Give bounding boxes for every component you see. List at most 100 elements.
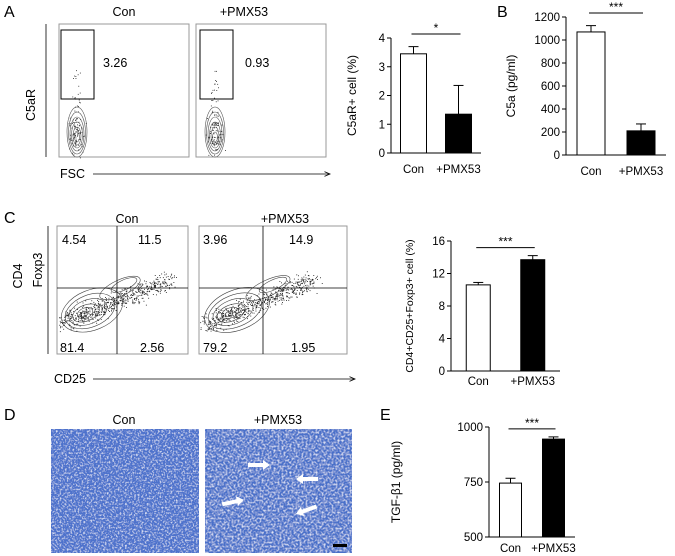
chart-b-y-tick-label: 1000 — [534, 35, 560, 47]
flow-c-dot — [274, 298, 276, 300]
flow-c-dot — [248, 308, 249, 310]
flow-c-dot — [121, 293, 123, 294]
flow-c-dot — [80, 316, 82, 318]
flow-c-dot — [296, 296, 298, 298]
flow-c-dot — [157, 277, 159, 278]
flow-c-dot — [163, 283, 165, 285]
flow-c-dot — [97, 319, 98, 321]
flow-a-dot — [211, 139, 212, 140]
flow-c-dot — [286, 289, 288, 291]
flow-a-dot — [217, 141, 219, 143]
flow-c-dot — [298, 287, 300, 288]
flow-c-dot — [113, 304, 115, 306]
flow-a-dot — [215, 122, 217, 124]
flow-c-dot — [250, 315, 252, 317]
flow-c-dot — [100, 314, 102, 315]
flow-c-dot — [84, 313, 85, 315]
flow-c-dot — [231, 307, 232, 309]
flow-c-dot — [127, 298, 129, 299]
flow-c-dot — [236, 299, 237, 301]
flow-c-dot — [218, 312, 220, 314]
flow-c-dot — [127, 295, 129, 297]
flow-c-dot — [112, 304, 113, 306]
flow-c-dot — [292, 289, 294, 291]
flow-c-dot — [130, 286, 131, 288]
flow-c-dot — [225, 307, 227, 309]
flow-c-dot — [252, 304, 253, 306]
flow-c-dot — [255, 308, 257, 310]
flow-c-dot — [155, 284, 157, 286]
flow-c-dot — [141, 283, 143, 285]
flow-c-dot — [114, 300, 115, 302]
flow-c-dot — [144, 280, 145, 282]
flow-c-dot — [146, 285, 148, 287]
flow-c-dot — [233, 317, 235, 319]
flow-c-dot — [133, 302, 135, 304]
flow-c-dot — [155, 286, 156, 288]
flow-c-dot — [235, 316, 237, 318]
flow-c-dot — [108, 297, 110, 299]
flow-c-dot — [242, 310, 244, 311]
chart-e-y-label: TGF-β1 (pg/ml) — [389, 441, 403, 523]
flow-c-dot — [157, 283, 158, 285]
flow-c-dot — [286, 296, 288, 298]
flow-c-dot — [126, 290, 128, 292]
flow-c-dot — [256, 305, 258, 306]
flow-a-dot — [77, 133, 79, 135]
flow-a-dot — [81, 131, 83, 133]
flow-c-dot — [211, 327, 213, 329]
flow-c-dot — [144, 293, 146, 295]
flow-c-dot — [303, 281, 304, 283]
flow-c-dot — [275, 304, 277, 306]
flow-c-dot — [154, 281, 155, 283]
flow-c-dot — [149, 291, 151, 293]
flow-c-dot — [302, 282, 303, 284]
flow-c-dot — [164, 281, 166, 283]
flow-c-dot — [281, 297, 283, 299]
flow-c-dot — [257, 301, 259, 303]
flow-c-dot — [309, 283, 311, 285]
micro-d-title-pmx: +PMX53 — [254, 413, 302, 427]
flow-c-dot — [132, 294, 134, 296]
flow-c-dot — [228, 312, 230, 314]
flow-c-dot — [82, 306, 84, 308]
flow-c-dot — [75, 318, 77, 320]
flow-c-dot — [304, 281, 306, 283]
flow-c-dot — [270, 297, 272, 299]
flow-c-dot — [287, 280, 288, 282]
chart-b: 0 200 400 600 800 1000 1200 Con +PMX53 *** C5a (pg… — [504, 0, 666, 178]
flow-c-dot — [232, 323, 233, 325]
flow-c-dot — [279, 291, 281, 292]
flow-a-dot — [212, 100, 214, 101]
flow-c-dot — [113, 305, 114, 307]
flow-c-dot — [293, 278, 295, 280]
flow-c-dot — [81, 315, 82, 317]
flow-c-dot — [122, 296, 124, 298]
flow-c-dot — [266, 299, 268, 301]
flow-c-dot — [157, 290, 159, 292]
flow-c-dot — [148, 288, 149, 290]
flow-c-dot — [297, 282, 299, 284]
flow-c-dot — [70, 316, 72, 318]
flow-c-dot — [96, 305, 97, 307]
flow-c-dot — [78, 320, 79, 322]
flow-c-dot — [171, 284, 173, 286]
flow-c-dot — [100, 311, 102, 313]
flow-c-q-ul-pmx: 3.96 — [203, 233, 227, 247]
flow-a-dot — [75, 141, 77, 143]
flow-c-dot — [245, 313, 246, 315]
chart-b-y-tick-label: 200 — [541, 127, 560, 139]
flow-c-dot — [229, 320, 231, 322]
flow-c-dot — [306, 271, 308, 273]
flow-c-dot — [90, 316, 92, 318]
flow-c-dot — [91, 313, 93, 315]
flow-c-dot — [282, 302, 283, 303]
flow-c-dot — [207, 324, 209, 326]
flow-c-dot — [92, 308, 94, 309]
flow-c-dot — [138, 289, 140, 290]
flow-c-dot — [59, 320, 61, 322]
flow-c-dot — [103, 314, 104, 315]
chart-c-category-label: Con — [468, 376, 489, 388]
flow-c-dot — [267, 296, 269, 298]
flow-c-dot — [115, 310, 117, 311]
